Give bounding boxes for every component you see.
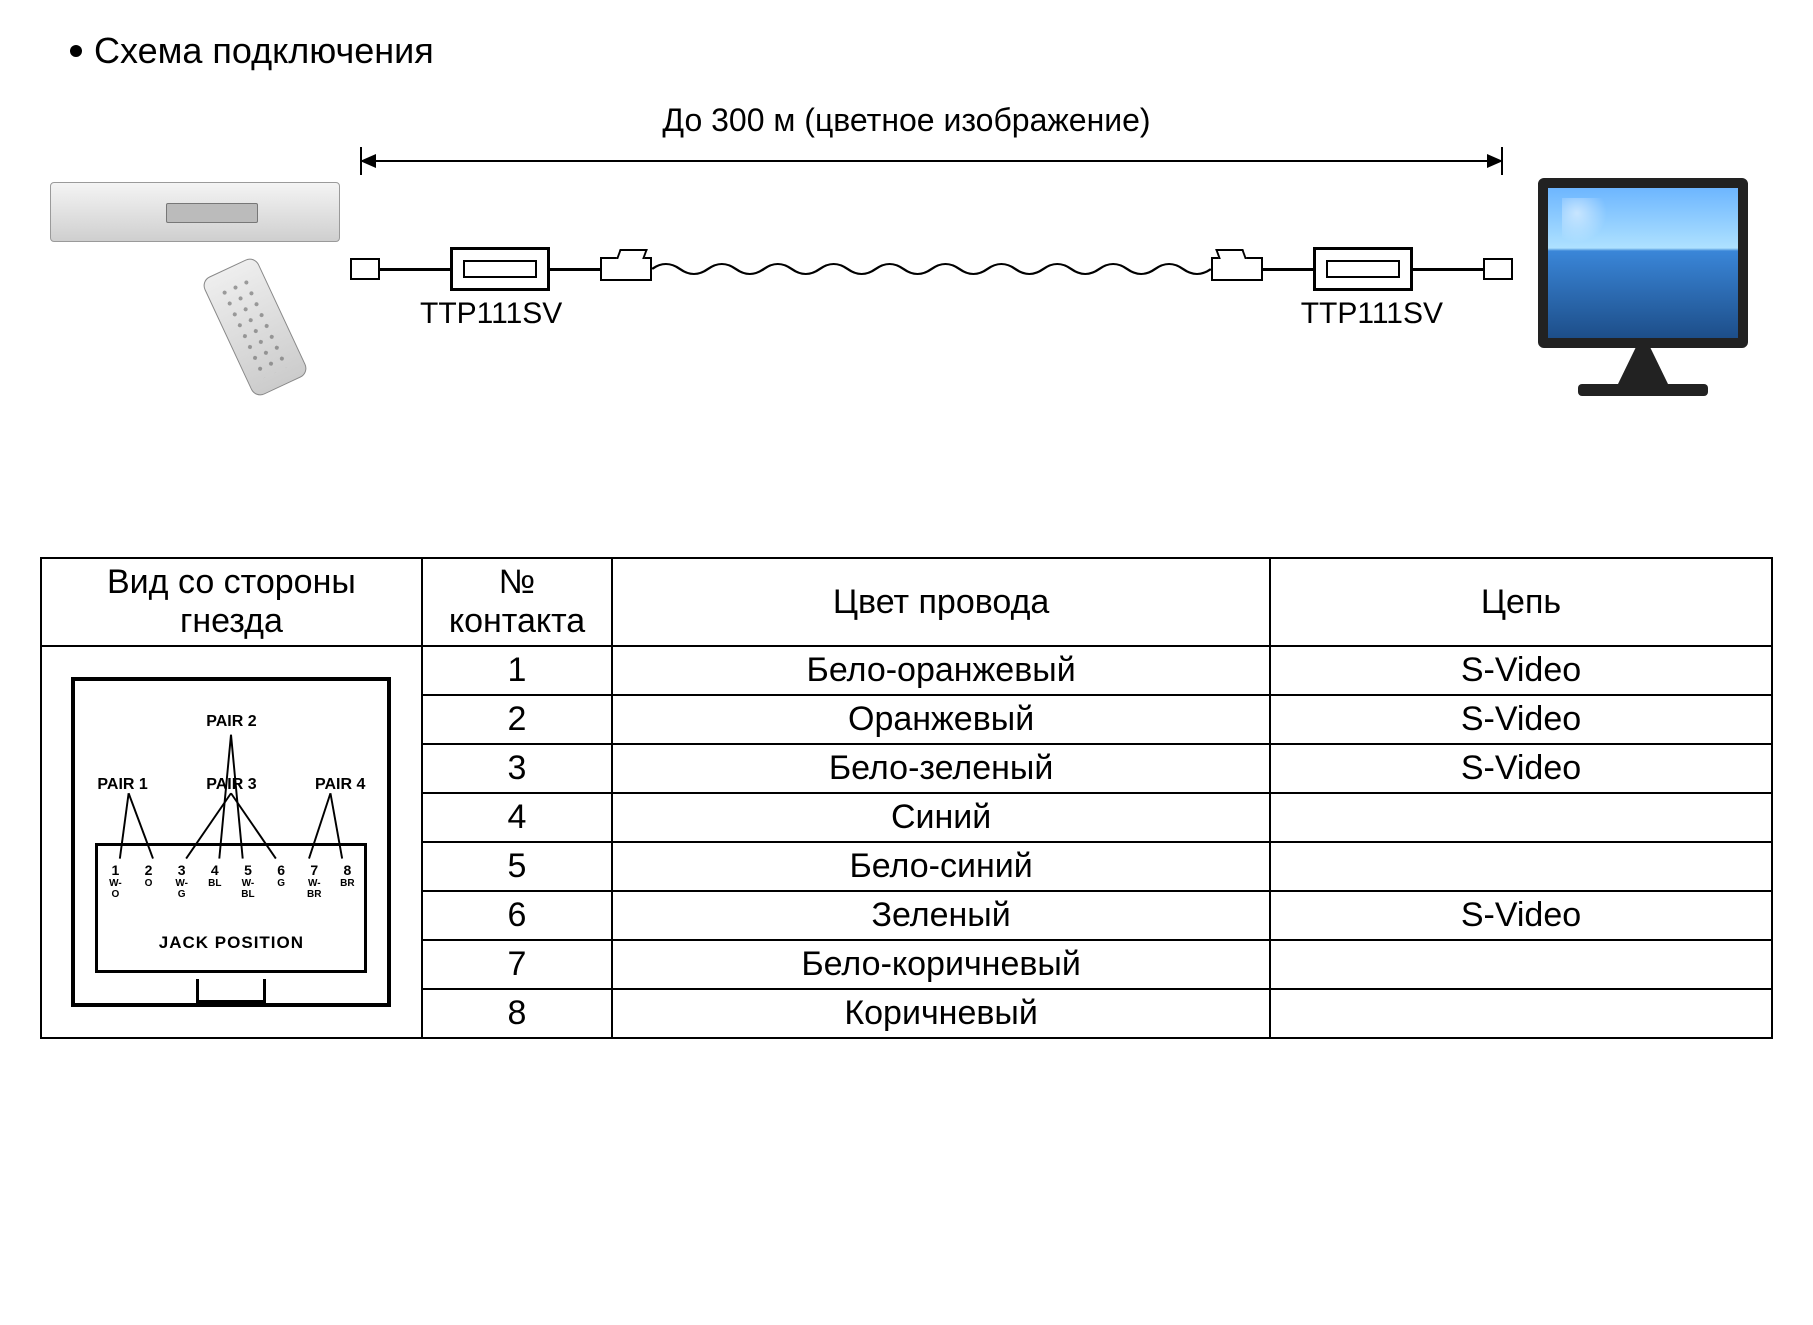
balun-right-icon — [1313, 247, 1413, 291]
cell-pin: 4 — [422, 793, 612, 842]
display-device — [1513, 178, 1773, 396]
balun-right-label: TTP111SV — [1301, 297, 1443, 331]
pinout-table: Вид со стороны гнезда № контакта Цвет пр… — [40, 557, 1773, 1039]
jack-view-cell: PAIR 2 PAIR 1 PAIR 3 PAIR 4 1W-O2O3W-G4B… — [41, 646, 422, 1038]
jack-position-label: JACK POSITION — [75, 933, 387, 953]
col-circuit: Цепь — [1270, 558, 1772, 646]
jack-diagram: PAIR 2 PAIR 1 PAIR 3 PAIR 4 1W-O2O3W-G4B… — [71, 677, 391, 1007]
heading-text: Схема подключения — [94, 30, 434, 72]
cell-pin: 5 — [422, 842, 612, 891]
connector-stub-right — [1483, 258, 1513, 280]
cell-pin: 8 — [422, 989, 612, 1038]
cell-circuit: S-Video — [1270, 695, 1772, 744]
balun-left-icon — [450, 247, 550, 291]
cell-circuit: S-Video — [1270, 646, 1772, 695]
cell-color: Бело-синий — [612, 842, 1270, 891]
cell-pin: 3 — [422, 744, 612, 793]
cell-color: Бело-коричневый — [612, 940, 1270, 989]
balun-left-label: TTP111SV — [420, 297, 562, 331]
cell-pin: 2 — [422, 695, 612, 744]
col-pin-no: № контакта — [422, 558, 612, 646]
distance-label: До 300 м (цветное изображение) — [40, 102, 1773, 139]
source-device — [40, 182, 350, 392]
cable-chain: TTP111SV TTP111SV — [350, 147, 1513, 427]
section-heading: Схема подключения — [70, 30, 1773, 72]
jack-notch — [196, 979, 266, 1003]
cell-circuit — [1270, 989, 1772, 1038]
cell-circuit — [1270, 842, 1772, 891]
cell-circuit — [1270, 793, 1772, 842]
col-jack-view: Вид со стороны гнезда — [41, 558, 422, 646]
cell-color: Бело-зеленый — [612, 744, 1270, 793]
cell-pin: 1 — [422, 646, 612, 695]
jack-body-outline — [95, 843, 367, 973]
bullet-icon — [70, 45, 82, 57]
rj45-plug-right-icon — [1211, 257, 1263, 281]
cell-circuit: S-Video — [1270, 891, 1772, 940]
connection-diagram: До 300 м (цветное изображение) — [40, 102, 1773, 427]
cell-color: Синий — [612, 793, 1270, 842]
twisted-pair-cable-icon — [652, 259, 1211, 279]
dvd-player-icon — [50, 182, 340, 242]
col-wire-color: Цвет провода — [612, 558, 1270, 646]
remote-icon — [200, 255, 309, 398]
connector-stub-left — [350, 258, 380, 280]
cell-color: Бело-оранжевый — [612, 646, 1270, 695]
cell-pin: 7 — [422, 940, 612, 989]
monitor-icon — [1538, 178, 1748, 348]
cell-color: Оранжевый — [612, 695, 1270, 744]
cell-color: Коричневый — [612, 989, 1270, 1038]
table-row: PAIR 2 PAIR 1 PAIR 3 PAIR 4 1W-O2O3W-G4B… — [41, 646, 1772, 695]
rj45-plug-left-icon — [600, 257, 652, 281]
cell-circuit: S-Video — [1270, 744, 1772, 793]
cell-pin: 6 — [422, 891, 612, 940]
table-header-row: Вид со стороны гнезда № контакта Цвет пр… — [41, 558, 1772, 646]
dimension-line — [360, 147, 1503, 175]
cell-circuit — [1270, 940, 1772, 989]
cell-color: Зеленый — [612, 891, 1270, 940]
